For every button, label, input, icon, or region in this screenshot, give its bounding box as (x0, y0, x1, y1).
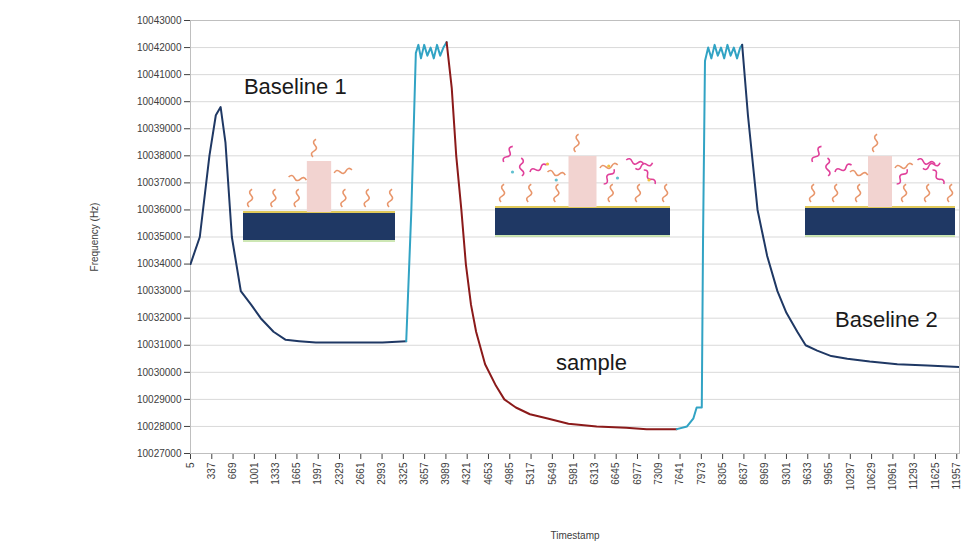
svg-text:10031000: 10031000 (137, 339, 182, 350)
svg-text:10297: 10297 (845, 462, 856, 490)
svg-text:669: 669 (227, 462, 238, 479)
svg-text:10040000: 10040000 (137, 96, 182, 107)
svg-text:2329: 2329 (334, 462, 345, 485)
svg-text:10032000: 10032000 (137, 312, 182, 323)
svg-text:10027000: 10027000 (137, 448, 182, 459)
svg-text:Baseline 2: Baseline 2 (835, 307, 938, 332)
svg-text:6645: 6645 (610, 462, 621, 485)
svg-text:7309: 7309 (653, 462, 664, 485)
svg-text:5: 5 (185, 462, 196, 468)
svg-text:3989: 3989 (440, 462, 451, 485)
svg-text:10033000: 10033000 (137, 285, 182, 296)
svg-text:2993: 2993 (376, 462, 387, 485)
svg-text:3325: 3325 (398, 462, 409, 485)
svg-text:11957: 11957 (951, 462, 962, 490)
svg-text:10629: 10629 (866, 462, 877, 490)
svg-text:sample: sample (556, 350, 627, 375)
svg-text:10036000: 10036000 (137, 204, 182, 215)
svg-text:10028000: 10028000 (137, 421, 182, 432)
svg-text:5649: 5649 (547, 462, 558, 485)
svg-text:Timestamp: Timestamp (550, 530, 600, 541)
svg-text:10042000: 10042000 (137, 42, 182, 53)
svg-text:11625: 11625 (930, 462, 941, 490)
svg-text:7641: 7641 (674, 462, 685, 485)
svg-text:10037000: 10037000 (137, 177, 182, 188)
svg-text:10039000: 10039000 (137, 123, 182, 134)
svg-text:10043000: 10043000 (137, 15, 182, 26)
svg-text:10038000: 10038000 (137, 150, 182, 161)
svg-text:10030000: 10030000 (137, 367, 182, 378)
svg-text:1665: 1665 (291, 462, 302, 485)
svg-text:11293: 11293 (908, 462, 919, 490)
svg-text:337: 337 (206, 462, 217, 479)
svg-text:4653: 4653 (483, 462, 494, 485)
svg-text:4321: 4321 (461, 462, 472, 485)
svg-text:10029000: 10029000 (137, 394, 182, 405)
svg-text:8305: 8305 (717, 462, 728, 485)
svg-text:1997: 1997 (312, 462, 323, 485)
svg-text:10041000: 10041000 (137, 69, 182, 80)
svg-text:2661: 2661 (355, 462, 366, 485)
svg-text:5981: 5981 (568, 462, 579, 485)
svg-text:8969: 8969 (759, 462, 770, 485)
svg-text:9301: 9301 (781, 462, 792, 485)
svg-text:Frequency (Hz): Frequency (Hz) (89, 203, 100, 272)
svg-text:3657: 3657 (419, 462, 430, 485)
svg-text:1001: 1001 (249, 462, 260, 485)
svg-text:7973: 7973 (696, 462, 707, 485)
svg-text:9965: 9965 (823, 462, 834, 485)
svg-text:Baseline 1: Baseline 1 (244, 74, 347, 99)
svg-text:6313: 6313 (589, 462, 600, 485)
svg-text:8637: 8637 (738, 462, 749, 485)
svg-text:10961: 10961 (887, 462, 898, 490)
svg-text:9633: 9633 (802, 462, 813, 485)
svg-text:5317: 5317 (525, 462, 536, 485)
svg-text:10035000: 10035000 (137, 231, 182, 242)
svg-text:4985: 4985 (504, 462, 515, 485)
svg-text:6977: 6977 (632, 462, 643, 485)
svg-text:1333: 1333 (270, 462, 281, 485)
svg-text:10034000: 10034000 (137, 258, 182, 269)
